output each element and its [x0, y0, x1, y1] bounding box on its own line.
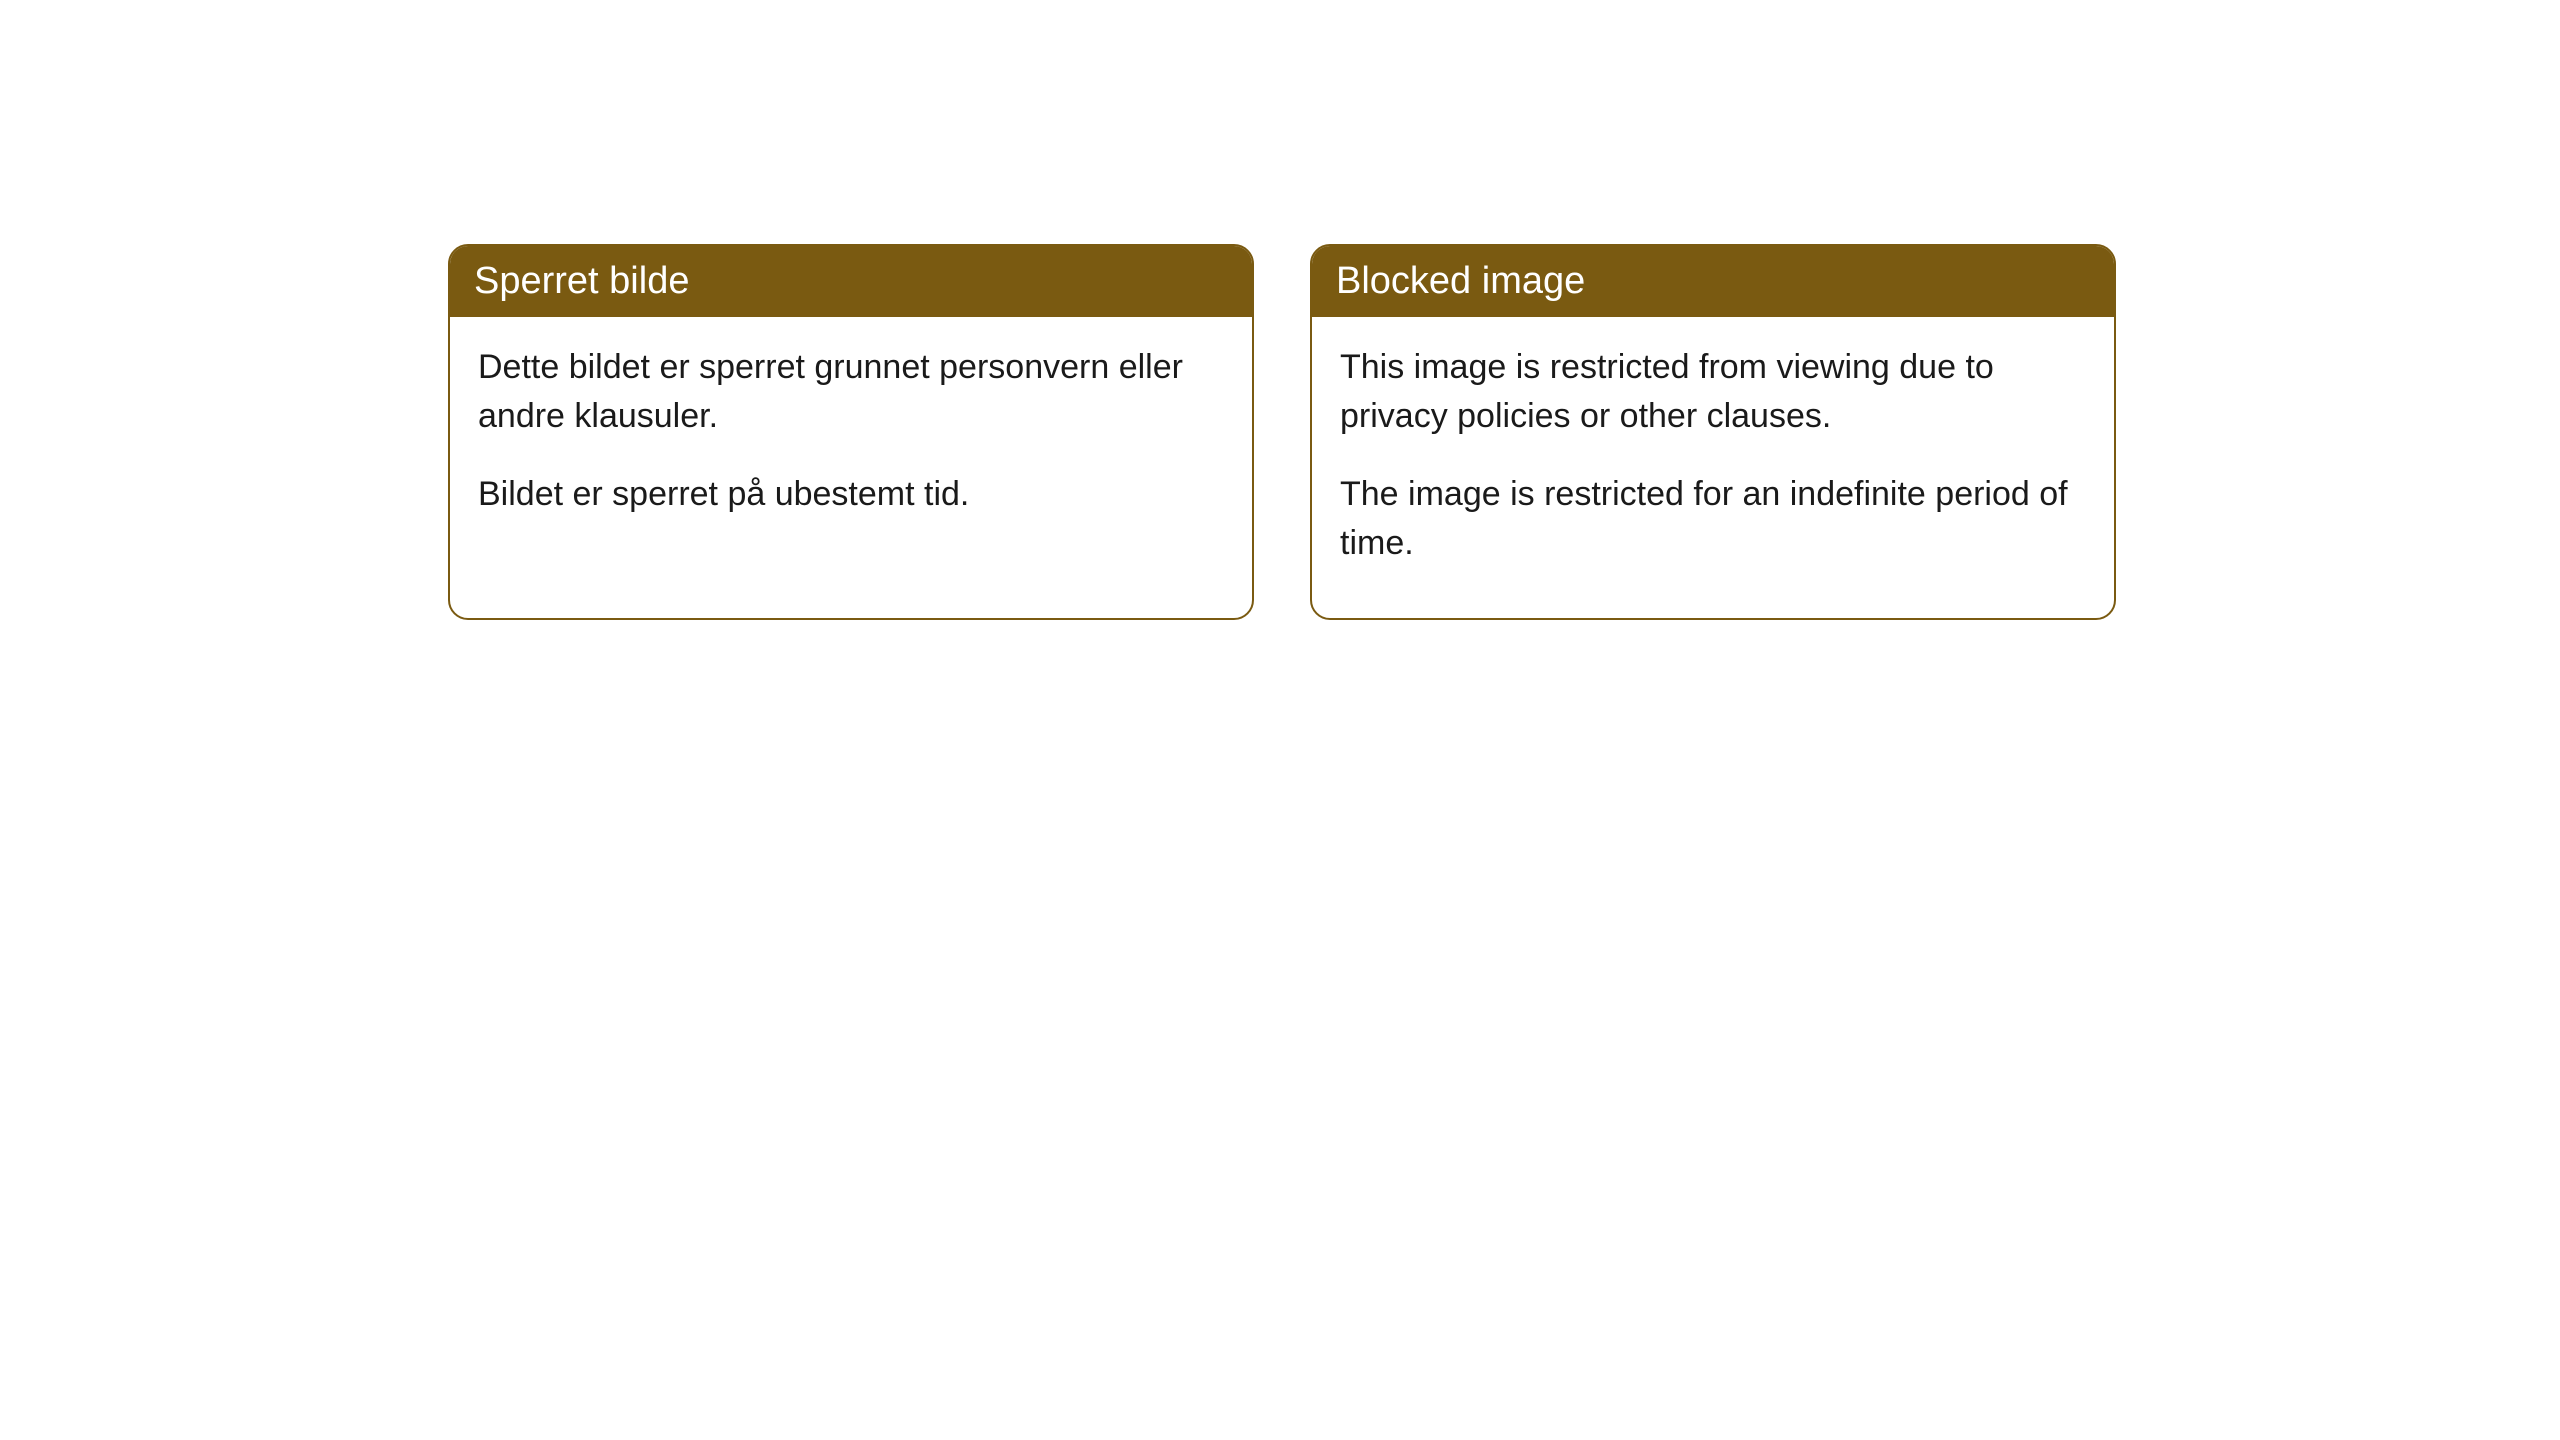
card-title: Sperret bilde — [474, 260, 689, 302]
card-title: Blocked image — [1336, 260, 1585, 302]
card-header: Blocked image — [1312, 246, 2114, 317]
card-paragraph: This image is restricted from viewing du… — [1340, 343, 2086, 442]
card-paragraph: Bildet er sperret på ubestemt tid. — [478, 470, 1224, 519]
card-header: Sperret bilde — [450, 246, 1252, 317]
card-paragraph: Dette bildet er sperret grunnet personve… — [478, 343, 1224, 442]
card-body: This image is restricted from viewing du… — [1312, 317, 2114, 618]
card-paragraph: The image is restricted for an indefinit… — [1340, 470, 2086, 569]
blocked-image-card-norwegian: Sperret bilde Dette bildet er sperret gr… — [448, 244, 1254, 620]
card-body: Dette bildet er sperret grunnet personve… — [450, 317, 1252, 569]
notice-cards-container: Sperret bilde Dette bildet er sperret gr… — [448, 244, 2116, 620]
blocked-image-card-english: Blocked image This image is restricted f… — [1310, 244, 2116, 620]
